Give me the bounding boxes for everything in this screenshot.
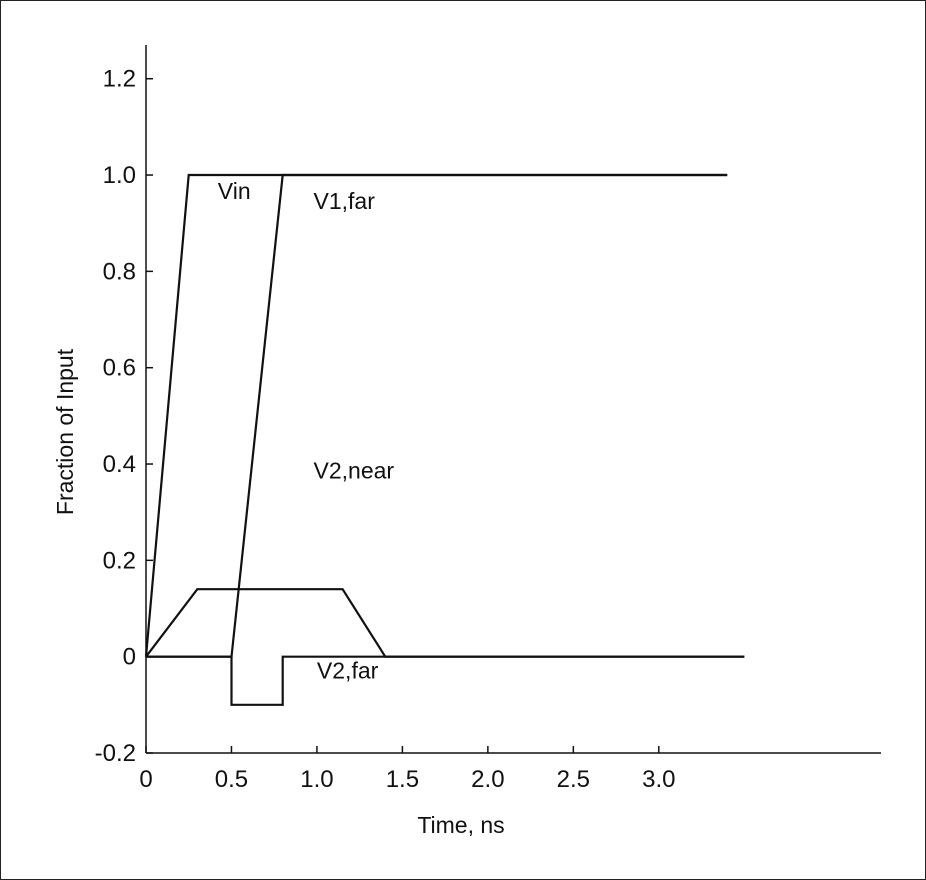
x-axis-label: Time, ns: [417, 812, 504, 838]
y-tick-label: 0: [123, 644, 136, 671]
series-label-v2-near: V2,near: [314, 457, 395, 483]
y-tick-label: 0.4: [103, 451, 136, 478]
y-tick-label: -0.2: [95, 740, 136, 767]
y-tick-label: 0.6: [103, 355, 136, 382]
x-tick-label: 2.5: [557, 766, 590, 793]
x-tick-label: 2.0: [471, 766, 504, 793]
series-label-v2-far: V2,far: [317, 657, 379, 683]
series-line-v2-far: [146, 655, 745, 706]
series-lines: [144, 173, 745, 706]
x-tick-label: 0.5: [215, 766, 248, 793]
y-tick-label: 0.2: [103, 547, 136, 574]
y-axis-label: Fraction of Input: [52, 348, 78, 515]
x-tick-label: 3.0: [642, 766, 675, 793]
axes: [145, 45, 881, 754]
series-label-v1-far: V1,far: [314, 188, 376, 214]
series-labels: Vin V1,far V2,near V2,far: [218, 178, 395, 683]
x-tick-label: 0: [139, 766, 152, 793]
y-tick-label: 1.2: [103, 66, 136, 93]
y-tick-label: 1.0: [103, 162, 136, 189]
x-tick-label: 1.5: [386, 766, 419, 793]
x-ticks: 0 0.5 1.0 1.5 2.0 2.5 3.0: [139, 746, 675, 793]
y-tick-label: 0.8: [103, 258, 136, 285]
series-line-v1-far: [146, 173, 728, 658]
y-ticks: -0.2 0 0.2 0.4 0.6 0.8 1.0 1.2: [95, 66, 153, 767]
series-line-vin: [144, 173, 728, 657]
series-label-vin: Vin: [218, 178, 251, 204]
x-tick-label: 1.0: [300, 766, 333, 793]
